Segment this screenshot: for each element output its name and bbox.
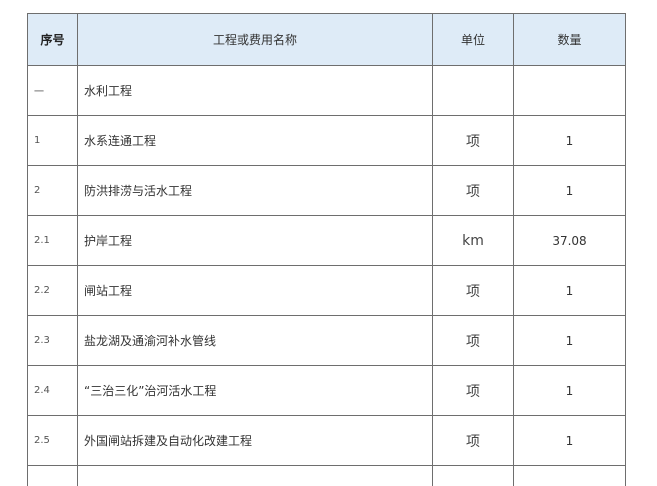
table-cell: 水系连通工程 [78, 116, 433, 166]
table-cell [433, 66, 514, 116]
table-cell [433, 466, 514, 486]
table-row: 一水利工程 [28, 66, 626, 116]
table-cell: 项 [433, 316, 514, 366]
table-cell [28, 466, 78, 486]
table-cell: “三治三化”治河活水工程 [78, 366, 433, 416]
table-cell: 1 [514, 416, 626, 466]
table-cell: 1 [514, 366, 626, 416]
header-cell: 工程或费用名称 [78, 14, 433, 66]
table-cell: 2.5 [28, 416, 78, 466]
table-cell: 1 [514, 116, 626, 166]
table-cell: 水利工程 [78, 66, 433, 116]
table-cell [514, 466, 626, 486]
table-cell: 项 [433, 366, 514, 416]
table-cell: 闸站工程 [78, 266, 433, 316]
header-row: 序号工程或费用名称单位数量 [28, 14, 626, 66]
table-cell: 项 [433, 166, 514, 216]
table-cell: 2 [28, 166, 78, 216]
table-cell: 盐龙湖及通渝河补水管线 [78, 316, 433, 366]
table-cell: 外国闸站拆建及自动化改建工程 [78, 416, 433, 466]
table-cell: 37.08 [514, 216, 626, 266]
table-cell: 项 [433, 416, 514, 466]
table-row [28, 466, 626, 486]
table-cell [514, 66, 626, 116]
table-cell: 1 [28, 116, 78, 166]
table-cell: 2.2 [28, 266, 78, 316]
table-cell: 1 [514, 316, 626, 366]
table-cell: 2.4 [28, 366, 78, 416]
table-cell: 2.1 [28, 216, 78, 266]
table-cell: 项 [433, 266, 514, 316]
header-cell: 序号 [28, 14, 78, 66]
table-cell: 项 [433, 116, 514, 166]
table-cell: km [433, 216, 514, 266]
header-cell: 单位 [433, 14, 514, 66]
table-cell: 防洪排涝与活水工程 [78, 166, 433, 216]
table-cell [78, 466, 433, 486]
table-cell: 1 [514, 266, 626, 316]
table-cell: 护岸工程 [78, 216, 433, 266]
header-cell: 数量 [514, 14, 626, 66]
table-cell: 2.3 [28, 316, 78, 366]
table-cell: 一 [28, 66, 78, 116]
table-cell: 1 [514, 166, 626, 216]
